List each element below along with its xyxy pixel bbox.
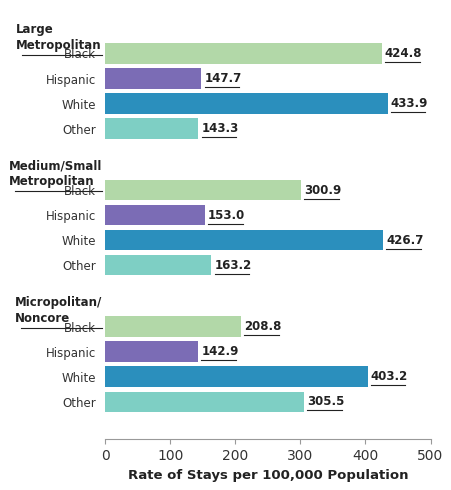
Bar xyxy=(105,230,382,250)
Bar xyxy=(105,119,198,139)
Bar xyxy=(105,68,201,89)
Text: 153.0: 153.0 xyxy=(207,209,245,221)
Bar xyxy=(105,93,387,114)
Bar xyxy=(105,367,367,387)
Text: 142.9: 142.9 xyxy=(201,345,238,358)
Text: 163.2: 163.2 xyxy=(214,259,251,272)
Text: 143.3: 143.3 xyxy=(201,122,239,135)
Bar xyxy=(105,392,304,412)
Bar xyxy=(105,255,211,275)
Text: Micropolitan/
Noncore: Micropolitan/ Noncore xyxy=(15,296,102,325)
Text: Medium/Small
Metropolitan: Medium/Small Metropolitan xyxy=(9,159,102,188)
Text: 305.5: 305.5 xyxy=(307,395,344,408)
Text: 424.8: 424.8 xyxy=(384,47,421,60)
Text: 433.9: 433.9 xyxy=(390,97,427,110)
X-axis label: Rate of Stays per 100,000 Population: Rate of Stays per 100,000 Population xyxy=(127,468,407,482)
Text: 403.2: 403.2 xyxy=(370,370,407,383)
Bar xyxy=(105,342,198,362)
Bar xyxy=(105,205,204,225)
Text: 300.9: 300.9 xyxy=(304,184,341,196)
Bar xyxy=(105,317,240,337)
Text: 426.7: 426.7 xyxy=(385,234,423,246)
Text: 208.8: 208.8 xyxy=(244,320,281,333)
Bar xyxy=(105,180,300,200)
Text: Large
Metropolitan: Large Metropolitan xyxy=(16,23,102,51)
Bar xyxy=(105,43,381,64)
Text: 147.7: 147.7 xyxy=(204,72,241,85)
